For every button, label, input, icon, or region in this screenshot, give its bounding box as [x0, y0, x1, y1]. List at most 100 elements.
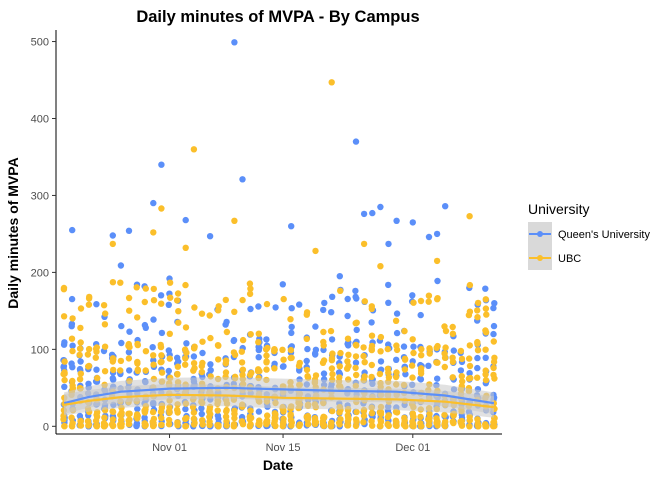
scatter-point [77, 305, 85, 312]
scatter-point [410, 423, 417, 430]
scatter-point [303, 335, 310, 343]
scatter-point [344, 312, 351, 320]
scatter-point [117, 262, 125, 269]
scatter-point [109, 279, 117, 286]
scatter-point [466, 362, 474, 370]
scatter-point [69, 347, 76, 355]
scatter-point [442, 344, 449, 351]
scatter-point [76, 351, 83, 359]
scatter-point [376, 370, 384, 378]
scatter-point [134, 340, 141, 348]
scatter-point [345, 351, 352, 358]
scatter-point [320, 370, 328, 377]
scatter-point [142, 285, 149, 292]
scatter-point [458, 355, 466, 363]
scatter-point [393, 342, 400, 349]
scatter-point [247, 407, 254, 414]
scatter-point [418, 423, 425, 430]
axes [55, 30, 502, 435]
scatter-point [279, 281, 286, 288]
scatter-point [271, 418, 278, 425]
scatter-point [247, 421, 254, 428]
scatter-point [393, 217, 400, 224]
scatter-point [327, 327, 335, 335]
scatter-point [417, 413, 424, 420]
x-tick-label: Nov 01 [152, 442, 187, 454]
x-tick-label: Dec 01 [395, 442, 430, 454]
scatter-point [320, 422, 327, 429]
scatter-point [360, 210, 368, 218]
scatter-point [466, 417, 473, 424]
scatter-point [449, 418, 457, 425]
scatter-point [360, 344, 367, 351]
scatter-point [434, 418, 441, 426]
scatter-point [465, 311, 473, 319]
scatter-point [118, 322, 125, 330]
scatter-point [361, 359, 368, 366]
scatter-point [279, 363, 287, 370]
scatter-point [166, 409, 173, 416]
scatter-point [328, 422, 335, 430]
scatter-point [207, 334, 214, 342]
scatter-point [199, 359, 206, 367]
scatter-point [434, 375, 441, 382]
scatter-point [133, 422, 140, 429]
scatter-point [182, 355, 189, 362]
scatter-point [474, 364, 481, 372]
scatter-point [215, 422, 222, 429]
points-layer [60, 39, 498, 430]
scatter-point [223, 417, 230, 425]
scatter-point [482, 285, 489, 292]
scatter-point [409, 336, 416, 343]
scatter-point [304, 421, 312, 428]
scatter-point [303, 357, 310, 365]
scatter-point [264, 344, 271, 352]
scatter-point [102, 421, 109, 429]
scatter-point [280, 420, 287, 428]
scatter-point [134, 367, 141, 375]
scatter-point [360, 240, 368, 248]
scatter-point [449, 354, 456, 361]
scatter-point [231, 217, 238, 224]
scatter-point [158, 358, 165, 365]
scatter-point [336, 273, 343, 280]
scatter-point [384, 345, 391, 353]
y-tick-label: 100 [31, 344, 49, 356]
scatter-point [134, 314, 141, 321]
scatter-point [304, 373, 311, 380]
scatter-point [190, 353, 198, 360]
trend-line-1 [63, 393, 495, 409]
scatter-point [263, 358, 270, 365]
scatter-point [393, 356, 400, 363]
scatter-point [158, 161, 165, 168]
scatter-point [134, 358, 141, 366]
scatter-point [158, 300, 165, 307]
scatter-point [401, 366, 409, 373]
scatter-point [352, 320, 359, 327]
scatter-point [134, 412, 141, 419]
scatter-point [490, 338, 497, 345]
scatter-point [482, 371, 489, 378]
scatter-point [353, 418, 360, 425]
scatter-point [158, 329, 166, 337]
scatter-point [174, 370, 181, 378]
legend-label-queens: Queen's University [558, 229, 650, 241]
scatter-point [167, 294, 174, 301]
scatter-point [353, 326, 360, 334]
scatter-point [182, 324, 190, 331]
scatter-point [173, 297, 181, 304]
scatter-point [280, 415, 287, 423]
scatter-point [61, 383, 68, 390]
scatter-point [182, 422, 190, 430]
scatter-point [482, 354, 489, 361]
scatter-point [255, 303, 262, 310]
scatter-point [458, 373, 465, 380]
scatter-point [149, 344, 156, 351]
scatter-point [408, 362, 416, 369]
scatter-point [392, 408, 400, 415]
scatter-point [490, 322, 498, 330]
scatter-point [198, 368, 206, 376]
scatter-point [207, 361, 214, 368]
scatter-point [425, 362, 432, 369]
scatter-point [377, 348, 384, 355]
